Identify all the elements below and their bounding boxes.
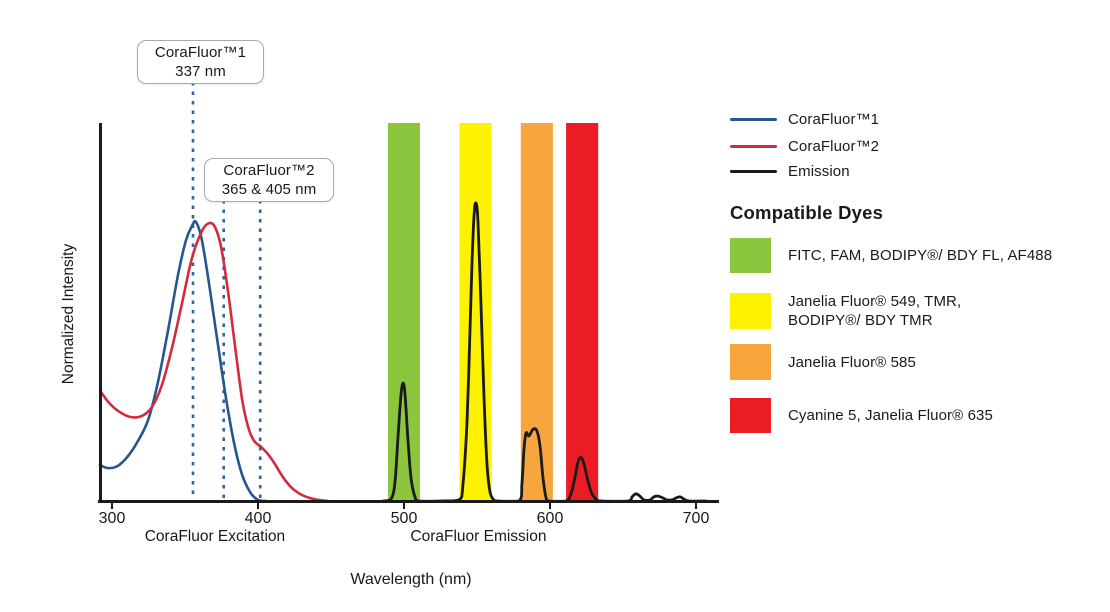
dye-swatch-yellow (730, 293, 771, 329)
legend-line-swatch-red (730, 144, 777, 148)
legend-panel: CoraFluor™1 CoraFluor™2 Emission Compati… (730, 0, 1102, 612)
dye-label: Janelia Fluor® 549, TMR, BODIPY®/ BDY TM… (788, 293, 962, 329)
legend-item-corafluor1: CoraFluor™1 (730, 110, 880, 128)
filter-band-green (387, 123, 420, 501)
callout-title: CoraFluor™2 (223, 162, 315, 179)
callout-corafluor2: CoraFluor™2 365 & 405 nm (204, 158, 334, 202)
legend-item-corafluor2: CoraFluor™2 (730, 137, 880, 155)
callout-title: CoraFluor™1 (154, 44, 247, 61)
dye-label: Janelia Fluor® 585 (788, 353, 916, 371)
callout-corafluor1: CoraFluor™1 337 nm (137, 40, 264, 84)
dye-label: Cyanine 5, Janelia Fluor® 635 (788, 407, 993, 424)
dye-item-red: Cyanine 5, Janelia Fluor® 635 (730, 398, 993, 433)
legend-label: CoraFluor™2 (788, 137, 880, 155)
callout-value: 365 & 405 nm (221, 181, 317, 198)
legend-line-swatch-black (730, 169, 777, 173)
x-tick-label-400: 400 (245, 510, 272, 527)
y-axis-title: Normalized Intensity (60, 244, 77, 385)
region-label-1: CoraFluor Emission (410, 528, 546, 545)
dye-item-yellow: Janelia Fluor® 549, TMR, BODIPY®/ BDY TM… (730, 292, 961, 330)
x-tick-label-300: 300 (99, 510, 126, 527)
dye-swatch-orange (730, 344, 771, 380)
dye-swatch-red (730, 398, 771, 433)
legend-label: CoraFluor™1 (788, 110, 880, 128)
x-axis-title: Wavelength (nm) (350, 571, 471, 588)
series-curve-corafluor1 (98, 219, 268, 503)
dye-label: FITC, FAM, BODIPY®/ BDY FL, AF488 (788, 247, 1053, 264)
legend-line-swatch-blue (730, 117, 777, 121)
legend-item-emission: Emission (730, 162, 850, 180)
compatible-dyes-heading: Compatible Dyes (730, 202, 884, 223)
dye-item-green: FITC, FAM, BODIPY®/ BDY FL, AF488 (730, 238, 1052, 273)
dye-item-orange: Janelia Fluor® 585 (730, 344, 916, 380)
spectra-chart: 300 400 500 600 700 CoraFluor Excitation CoraF… (60, 82, 719, 588)
x-tick-label-600: 600 (537, 510, 564, 527)
filter-band-red (566, 123, 599, 501)
callout-value: 337 nm (175, 63, 226, 80)
x-tick-label-700: 700 (683, 510, 710, 527)
legend-label: Emission (788, 162, 850, 180)
dye-swatch-green (730, 238, 771, 273)
series-curve-corafluor2 (99, 221, 330, 503)
region-label-0: CoraFluor Excitation (145, 528, 285, 545)
x-tick-label-500: 500 (391, 510, 418, 527)
